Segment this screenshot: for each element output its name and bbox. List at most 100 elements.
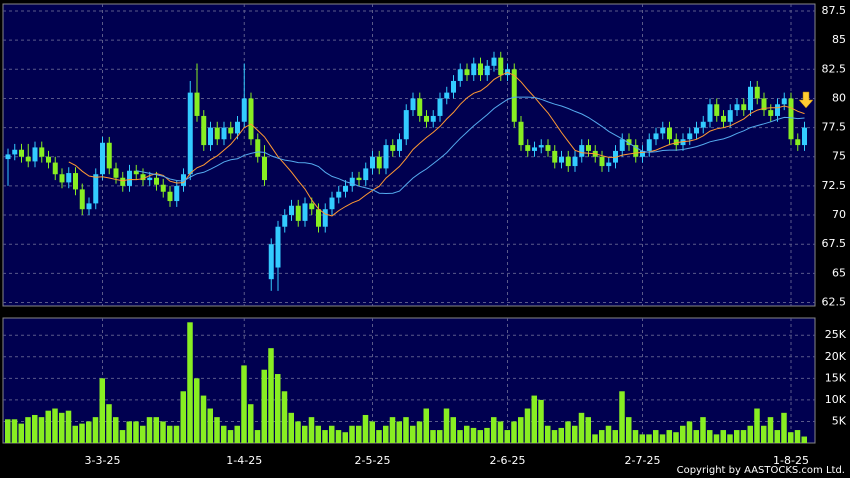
candle-body [208,127,213,146]
volume-bar [680,425,686,443]
x-tick-label: 2-6-25 [490,454,526,467]
candle-body [775,104,780,116]
volume-bar [470,427,477,443]
candle-body [424,115,429,122]
last-price-arrow [798,91,814,109]
candle-body [464,69,470,76]
candle-body [147,177,153,181]
volume-bar [794,430,801,443]
volume-bar [281,391,288,443]
candle-body [113,168,119,178]
candle-body [295,205,301,221]
candle-body [633,145,639,157]
candle-body [25,156,31,162]
volume-bar [99,378,105,443]
candle-body [484,65,490,76]
candle-body [140,174,146,181]
candle-body [181,174,186,186]
volume-bar [288,412,294,443]
volume-bar [200,395,207,443]
candle-body [721,115,726,122]
volume-bar [524,408,531,443]
candle-body [376,156,382,169]
candle-body [46,156,51,163]
volume-bar [416,421,423,443]
volume-bar [450,417,456,443]
candle-body [160,184,166,192]
volume-bar [92,417,99,443]
x-tick-label: 1-8-25 [773,454,809,467]
volume-bar [497,421,504,443]
candle-body [363,168,369,181]
volume-bar [214,417,220,443]
candle-body [761,98,767,111]
volume-bar [734,430,740,443]
volume-bar [545,425,551,443]
volume-bar [342,432,348,443]
volume-bar [227,430,234,443]
candle-body [343,185,348,192]
candle-body [73,173,78,190]
volume-bar [653,430,659,443]
candle-body [417,98,423,116]
candle-body [397,139,402,151]
volume-bar [369,421,375,443]
y-tick-label: 87.5 [822,4,847,17]
y-tick-label: 65 [832,266,846,279]
volume-bar [727,434,733,443]
y-tick-label: 80 [832,91,846,104]
candle-body [100,142,105,175]
volume-bar [72,425,78,443]
volume-bar [464,425,470,443]
candle-body [457,69,463,81]
y-tick-label: 5K [832,414,847,427]
volume-bar [599,430,605,443]
volume-bar [619,391,625,443]
volume-bar [700,417,706,443]
volume-bar [234,425,240,443]
candle-body [498,57,504,76]
y-tick-label: 72.5 [822,179,847,192]
volume-bar [740,430,747,443]
y-tick-label: 15K [825,371,847,384]
volume-bar [720,430,726,443]
volume-bar [254,430,261,443]
volume-bar [146,417,153,443]
candle-body [32,147,38,162]
volume-bar [356,425,362,443]
candle-body [552,150,558,163]
candle-body [673,139,679,146]
candle-body [599,156,605,167]
volume-bar [221,425,227,443]
candle-body [511,69,517,122]
volume-bar [160,421,166,443]
candle-body [626,139,632,146]
candle-body [336,191,342,198]
volume-bar [538,399,544,443]
candle-body [748,86,753,111]
candle-body [694,127,699,134]
volume-bar [25,417,31,443]
candle-body [316,209,321,227]
volume-bar [119,430,126,443]
volume-bar [106,404,112,443]
volume-bar [612,430,618,443]
volume-bar [275,374,281,443]
volume-bar [457,430,463,443]
candle-body [302,203,308,221]
volume-bar [79,423,85,443]
candle-body [174,185,180,202]
candle-body [788,98,794,140]
volume-bar [767,417,774,443]
volume-bar [322,430,328,443]
volume-bar [761,425,767,443]
y-tick-label: 77.5 [822,121,847,134]
volume-bar [167,425,173,443]
candle-body [5,154,11,160]
volume-bar [788,432,794,443]
x-tick-label: 2-5-25 [355,454,391,467]
volume-bar [329,425,335,443]
candle-body [667,127,672,140]
candle-body [133,170,139,175]
y-tick-label: 25K [825,328,847,341]
